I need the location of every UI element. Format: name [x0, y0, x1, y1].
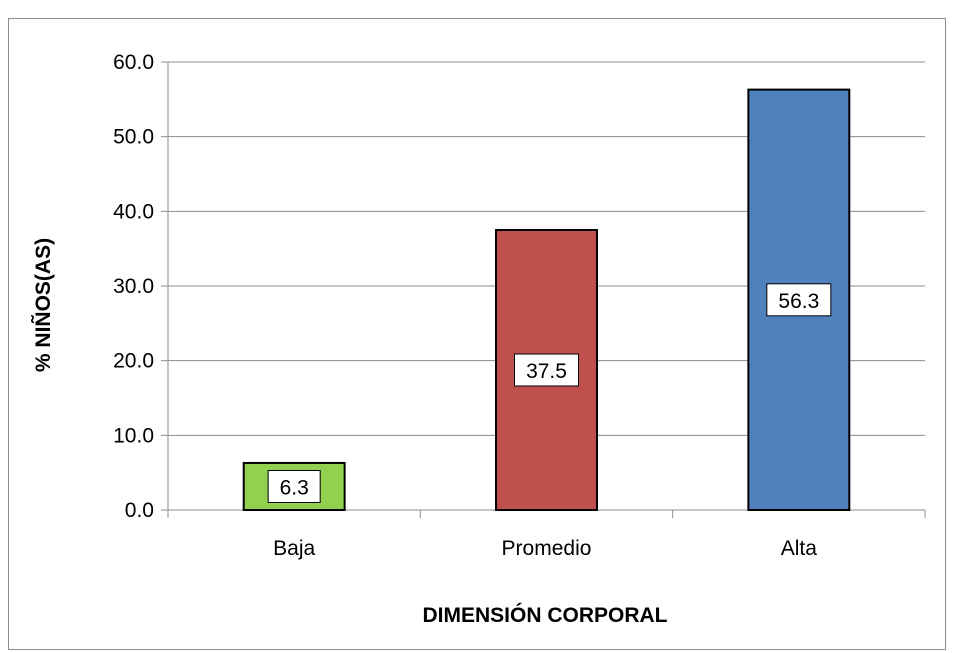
bars: [242, 88, 851, 511]
x-tick-labels: Baja Promedio Alta: [273, 537, 817, 560]
y-tick-label: 20.0: [113, 350, 154, 373]
data-label-box: [766, 283, 832, 317]
y-tick-label: 60.0: [113, 51, 154, 74]
y-tick-label: 50.0: [113, 126, 154, 149]
data-label: 6.3: [280, 476, 309, 499]
data-label-box: [514, 353, 579, 387]
y-axis-title: % NIÑOS(AS): [32, 238, 55, 372]
y-tick-label: 0.0: [125, 499, 154, 522]
y-tick-label: 40.0: [113, 200, 154, 223]
data-label-box: [267, 469, 321, 503]
data-labels: 6.3 37.5 56.3: [267, 283, 832, 503]
y-tick-labels: 0.0 10.0 20.0 30.0 40.0 50.0 60.0: [113, 51, 154, 522]
y-tick-label: 10.0: [113, 424, 154, 447]
x-tick-label: Alta: [781, 537, 818, 560]
x-tick-label: Promedio: [502, 537, 592, 560]
y-tick-label: 30.0: [113, 275, 154, 298]
x-tick-label: Baja: [273, 537, 315, 560]
data-label: 37.5: [526, 360, 567, 383]
data-label: 56.3: [778, 290, 819, 313]
x-axis-title: DIMENSIÓN CORPORAL: [422, 603, 667, 627]
